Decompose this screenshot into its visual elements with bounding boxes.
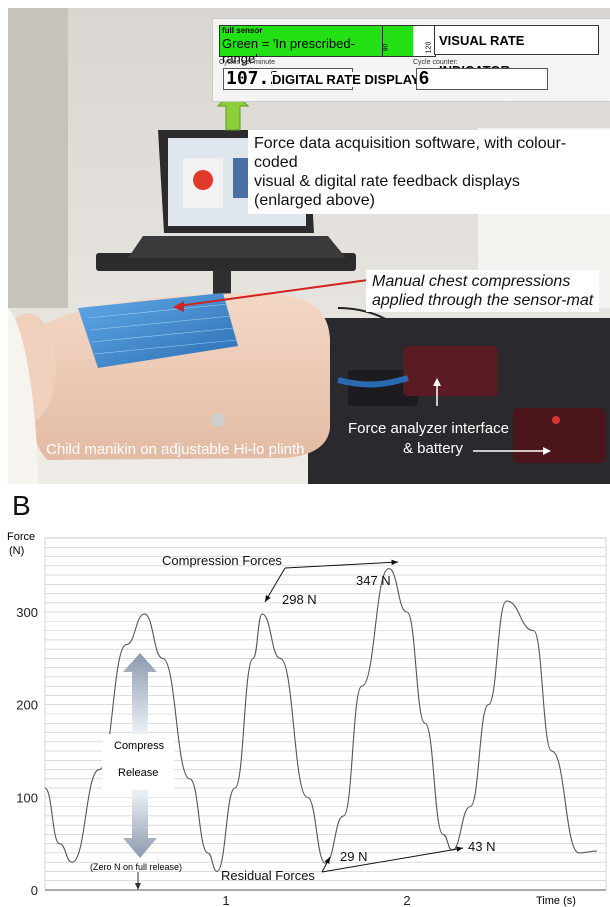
annotation-43n: 43 N [468, 839, 495, 854]
rate-fill [383, 26, 413, 56]
release-arrow [123, 790, 157, 858]
annotation-arrowhead [325, 857, 330, 864]
force-line [45, 569, 597, 872]
software-callout-line3: (enlarged above) [254, 191, 604, 210]
chart-axes: 0 100 200 300 1 2 [16, 605, 606, 906]
force-series [45, 569, 597, 872]
cycle-counter-value: 6 [419, 68, 429, 89]
photo-panel: full sensor Green = 'In prescribed-range… [8, 8, 610, 484]
software-callout-line2: visual & digital rate feedback displays [254, 172, 604, 191]
x-tick-label: 2 [403, 893, 410, 906]
annotation-residual-forces: Residual Forces [221, 868, 315, 883]
sensor-title: full sensor [222, 26, 262, 35]
panel-b-letter: B [12, 490, 31, 522]
annotation-arrowhead [391, 560, 398, 565]
annotation-arrow [285, 562, 398, 568]
annotation-29n: 29 N [340, 849, 367, 864]
y-tick-label: 0 [31, 883, 38, 898]
release-label: Release [118, 767, 158, 779]
chart-overlay: Compression Forces 298 N 347 N 29 N 43 N Resi… [102, 553, 495, 890]
annotation-arrowhead [456, 846, 463, 851]
counter-label: Cycle counter: [413, 59, 458, 66]
cpm-display: 107.1 DIGITAL RATE DISPLAY [223, 68, 353, 90]
compress-arrow [123, 653, 157, 735]
cpm-label: Cycles per minute [219, 59, 275, 66]
compress-label: Compress [114, 740, 164, 752]
y-tick-label: 100 [16, 790, 38, 805]
y-tick-label: 200 [16, 698, 38, 713]
manikin-caption: Child manikin on adjustable Hi-lo plinth [46, 441, 304, 458]
digital-rate-label: DIGITAL RATE DISPLAY [272, 72, 420, 87]
y-axis-label-line2: (N) [9, 545, 24, 557]
annotation-298n: 298 N [282, 592, 317, 607]
analyzer-caption-line2: & battery [403, 440, 463, 457]
y-tick-label: 300 [16, 605, 38, 620]
annotation-arrow [322, 848, 463, 872]
annotation-arrowhead [265, 595, 271, 602]
status-indicator: full sensor Green = 'In prescribed-range… [219, 25, 384, 57]
plot-frame [45, 538, 606, 890]
rate-high-tick: 120 [425, 42, 432, 54]
compressions-callout-line2: applied through the sensor-mat [372, 291, 593, 310]
zero-marker-head [135, 883, 141, 890]
compressions-callout-line1: Manual chest compressions [372, 272, 593, 291]
zero-note: (Zero N on full release) [90, 862, 182, 872]
visual-rate-bar: 90 120 [382, 25, 436, 57]
software-display-enlarged: full sensor Green = 'In prescribed-range… [212, 18, 610, 102]
annotation-arrow [322, 857, 330, 872]
software-callout-line1: Force data acquisition software, with co… [254, 134, 604, 172]
software-callout: Force data acquisition software, with co… [248, 130, 610, 214]
y-axis-label-line1: Force [7, 531, 35, 543]
x-tick-label: 1 [222, 893, 229, 906]
compressions-callout: Manual chest compressions applied throug… [366, 270, 599, 312]
visual-rate-indicator-label: VISUAL RATE INDICATOR [434, 25, 599, 55]
annotation-347n: 347 N [356, 573, 391, 588]
x-axis-label: Time (s) [536, 895, 576, 907]
rate-low-tick: 90 [382, 44, 389, 52]
analyzer-caption-line1: Force analyzer interface [348, 420, 509, 437]
annotation-compression-forces: Compression Forces [162, 553, 282, 568]
annotation-arrow [265, 568, 285, 602]
chart-grid [45, 538, 606, 890]
cycle-counter-display: 6 [416, 68, 548, 90]
